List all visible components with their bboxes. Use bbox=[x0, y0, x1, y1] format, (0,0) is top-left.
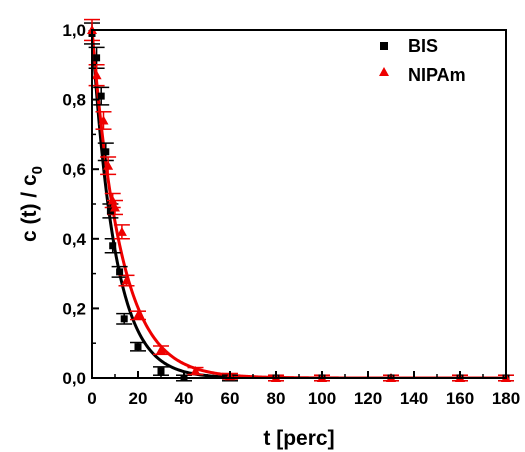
y-tick-label: 0,6 bbox=[62, 160, 86, 179]
x-tick-label: 100 bbox=[308, 389, 336, 408]
data-point bbox=[102, 148, 110, 156]
legend-marker-nipam bbox=[379, 67, 389, 76]
data-point bbox=[107, 195, 118, 205]
y-axis-title-subscript: 0 bbox=[29, 166, 46, 174]
y-tick-label: 0,8 bbox=[62, 91, 86, 110]
x-tick-label: 60 bbox=[221, 389, 240, 408]
data-point bbox=[91, 70, 102, 80]
y-axis-title: c (t) / c0 bbox=[18, 166, 46, 242]
y-axis-title-main: c (t) / c bbox=[18, 174, 41, 242]
data-point bbox=[97, 92, 105, 100]
data-point bbox=[157, 367, 165, 375]
x-axis-title: t [perc] bbox=[263, 427, 334, 450]
legend: BIS NIPAm bbox=[379, 36, 466, 85]
data-point bbox=[121, 275, 132, 285]
x-tick-label: 80 bbox=[267, 389, 286, 408]
y-tick-label: 1,0 bbox=[62, 21, 86, 40]
data-point bbox=[156, 345, 166, 355]
legend-label-bis: BIS bbox=[408, 36, 438, 56]
y-tick-label: 0,4 bbox=[62, 230, 86, 249]
legend-label-nipam: NIPAm bbox=[408, 65, 466, 85]
data-point bbox=[116, 268, 124, 276]
data-point bbox=[98, 115, 109, 125]
data-point bbox=[134, 343, 142, 351]
legend-marker-bis bbox=[380, 42, 388, 50]
x-tick-label: 0 bbox=[87, 389, 96, 408]
data-point bbox=[116, 226, 127, 236]
data-point bbox=[110, 202, 120, 212]
data-point bbox=[120, 315, 128, 323]
data-point bbox=[93, 54, 101, 62]
data-point bbox=[133, 310, 143, 320]
data-point bbox=[190, 366, 201, 376]
x-tick-label: 120 bbox=[354, 389, 382, 408]
x-tick-label: 180 bbox=[492, 389, 520, 408]
y-axis-ticks: 0,0 0,2 0,4 0,6 0,8 1,0 bbox=[62, 21, 99, 388]
x-axis-ticks: 0 20 40 60 80 100 120 140 160 180 bbox=[87, 371, 520, 408]
data-point bbox=[109, 242, 117, 250]
x-tick-label: 40 bbox=[175, 389, 194, 408]
x-tick-label: 20 bbox=[129, 389, 148, 408]
y-tick-label: 0,2 bbox=[62, 299, 86, 318]
x-tick-label: 160 bbox=[446, 389, 474, 408]
data-point bbox=[103, 160, 114, 170]
y-tick-label: 0,0 bbox=[62, 369, 86, 388]
x-tick-label: 140 bbox=[400, 389, 428, 408]
